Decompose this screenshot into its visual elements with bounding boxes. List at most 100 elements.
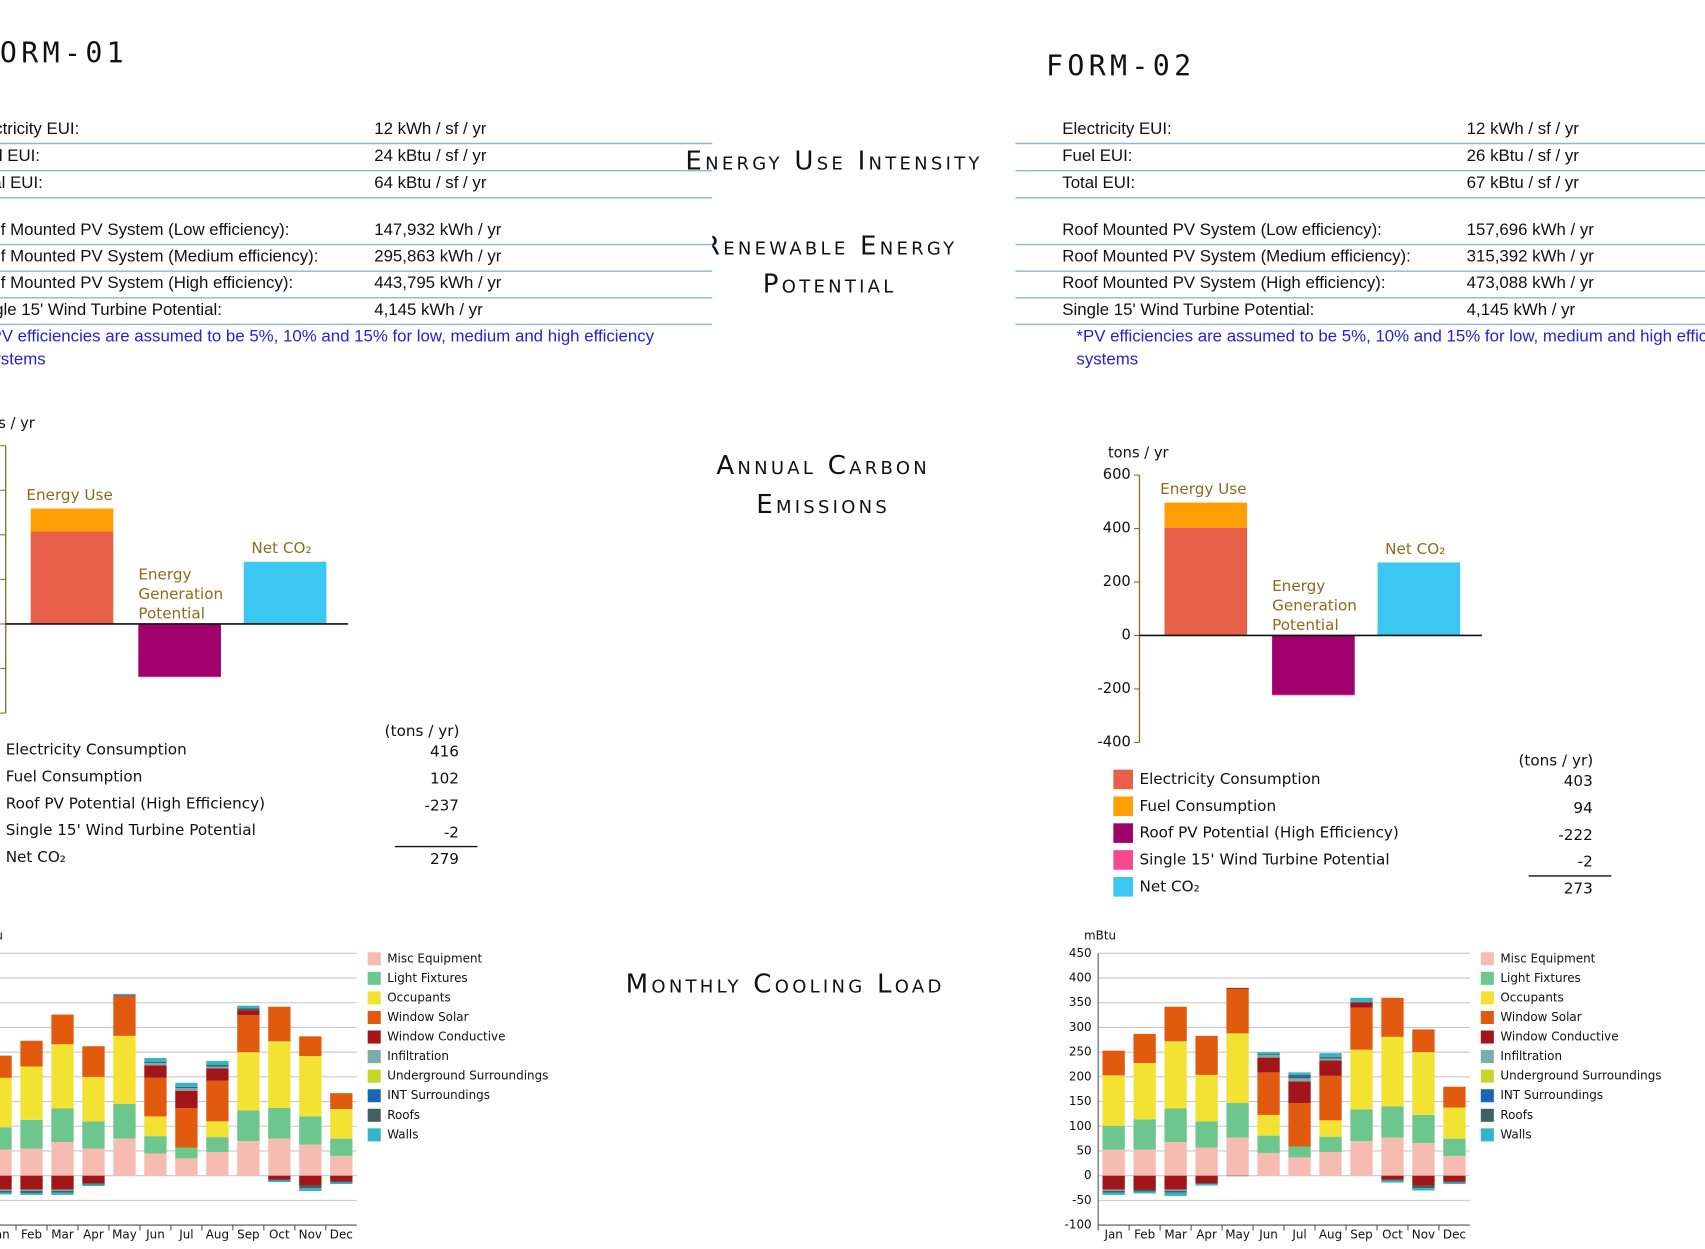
bar-segment <box>1288 1157 1311 1176</box>
bar-segment <box>1164 1175 1187 1190</box>
bar-segment <box>1133 1033 1156 1064</box>
y-tick-label: 0 <box>1084 1168 1092 1182</box>
bar-segment <box>299 1185 322 1189</box>
bar-segment <box>330 1093 353 1109</box>
legend-swatch <box>367 1089 381 1103</box>
legend-label: Window Solar <box>387 1010 468 1024</box>
x-tick-label: Aug <box>206 1227 229 1241</box>
bar-segment <box>1102 1175 1125 1190</box>
bar-label: Energy <box>138 566 191 584</box>
bar-segment <box>1381 1036 1404 1107</box>
legend-swatch <box>367 1069 381 1083</box>
legend-swatch <box>367 1030 381 1044</box>
x-tick-label: Aug <box>1319 1227 1342 1241</box>
x-tick-label: Feb <box>21 1227 42 1241</box>
bar-segment <box>144 1058 167 1063</box>
y-tick-label: -100 <box>1065 1218 1092 1232</box>
bar-segment <box>1319 1060 1342 1076</box>
legend-swatch <box>1480 971 1494 985</box>
bar-segment <box>1412 1052 1435 1115</box>
bar-segment <box>1412 1114 1435 1144</box>
bar-segment <box>144 1062 167 1064</box>
bar-segment <box>1443 1155 1466 1176</box>
bar-segment <box>237 1110 260 1142</box>
bar-segment <box>330 1182 353 1185</box>
legend-value: 416 <box>430 743 459 761</box>
legend-label: Occupants <box>1500 990 1563 1004</box>
legend-label: Window Conductive <box>387 1030 505 1044</box>
bar-segment <box>1257 1135 1280 1153</box>
axis-label: tons / yr <box>1108 444 1170 461</box>
bar-segment <box>1257 1152 1280 1176</box>
y-tick-label: 400 <box>1103 520 1131 537</box>
row-value: 12 kWh / sf / yr <box>1467 119 1580 138</box>
bar-label: Energy Use <box>1160 480 1246 498</box>
bar-segment <box>330 1108 353 1139</box>
bar-segment <box>1195 1184 1218 1186</box>
bar-segment <box>1164 1190 1187 1193</box>
row-label: Total EUI: <box>1062 173 1135 192</box>
bar-segment <box>20 1189 43 1191</box>
bar-segment <box>82 1076 105 1122</box>
bar <box>138 623 221 677</box>
x-tick-label: Nov <box>1412 1227 1435 1241</box>
row-label: Single 15' Wind Turbine Potential: <box>0 300 222 319</box>
bar-segment <box>175 1088 198 1091</box>
bar-segment <box>330 1155 353 1176</box>
bar-segment <box>1412 1185 1435 1189</box>
bar-segment <box>1226 1033 1249 1104</box>
bar-segment <box>1195 1121 1218 1148</box>
bar-segment <box>299 1144 322 1176</box>
legend-swatch <box>367 1128 381 1142</box>
bar-segment <box>0 1192 12 1195</box>
bar-segment <box>1226 1137 1249 1176</box>
bar-segment <box>20 1119 43 1149</box>
row-value: 67 kBtu / sf / yr <box>1467 173 1580 192</box>
bar-segment <box>113 995 136 997</box>
bar-segment <box>1319 1151 1342 1176</box>
x-tick-label: Feb <box>1134 1227 1155 1241</box>
bar-segment <box>144 1063 167 1066</box>
bar-segment <box>237 1010 260 1016</box>
bar-segment <box>20 1192 43 1195</box>
bar-segment <box>1195 1035 1218 1075</box>
row-value: 4,145 kWh / yr <box>374 300 483 319</box>
x-tick-label: Jun <box>1258 1227 1278 1241</box>
bar-segment <box>1288 1076 1311 1079</box>
section-heading: Renewable Energy <box>702 231 958 261</box>
legend-value: -2 <box>1578 853 1593 871</box>
x-tick-label: Jun <box>145 1227 165 1241</box>
row-label: Roof Mounted PV System (Medium efficienc… <box>1062 247 1411 266</box>
axis-label: mBtu <box>1084 928 1116 942</box>
bar-segment <box>144 1065 167 1078</box>
legend-label: Misc Equipment <box>387 951 482 965</box>
legend-value: 102 <box>430 770 459 788</box>
bar-segment <box>206 1066 229 1069</box>
y-tick-label: 300 <box>1069 1020 1092 1034</box>
bar-segment <box>299 1036 322 1057</box>
legend-label: Infiltration <box>1500 1049 1562 1063</box>
bar-segment <box>330 1138 353 1156</box>
bar-segment <box>82 1175 105 1184</box>
bar-segment <box>1195 1147 1218 1176</box>
bar-segment <box>1102 1149 1125 1176</box>
bar-segment <box>1319 1053 1342 1058</box>
x-tick-label: Dec <box>330 1227 353 1241</box>
legend-swatch <box>1113 877 1133 897</box>
legend-swatch <box>1113 769 1133 790</box>
bar-segment <box>1350 1007 1373 1050</box>
bar-label: Energy Use <box>26 486 112 504</box>
legend-label: INT Surroundings <box>1500 1088 1603 1102</box>
bar-segment <box>1164 1108 1187 1143</box>
bar-segment <box>51 1014 74 1045</box>
legend-swatch <box>1480 952 1494 966</box>
bar-segment <box>1381 1175 1404 1180</box>
bar-segment <box>175 1082 198 1087</box>
bar-segment <box>268 1041 291 1108</box>
bar-segment <box>237 1005 260 1009</box>
legend-label: Window Solar <box>1500 1010 1581 1024</box>
bar-segment <box>1319 1057 1342 1059</box>
bar-segment <box>268 1179 291 1181</box>
bar-segment <box>144 1136 167 1154</box>
